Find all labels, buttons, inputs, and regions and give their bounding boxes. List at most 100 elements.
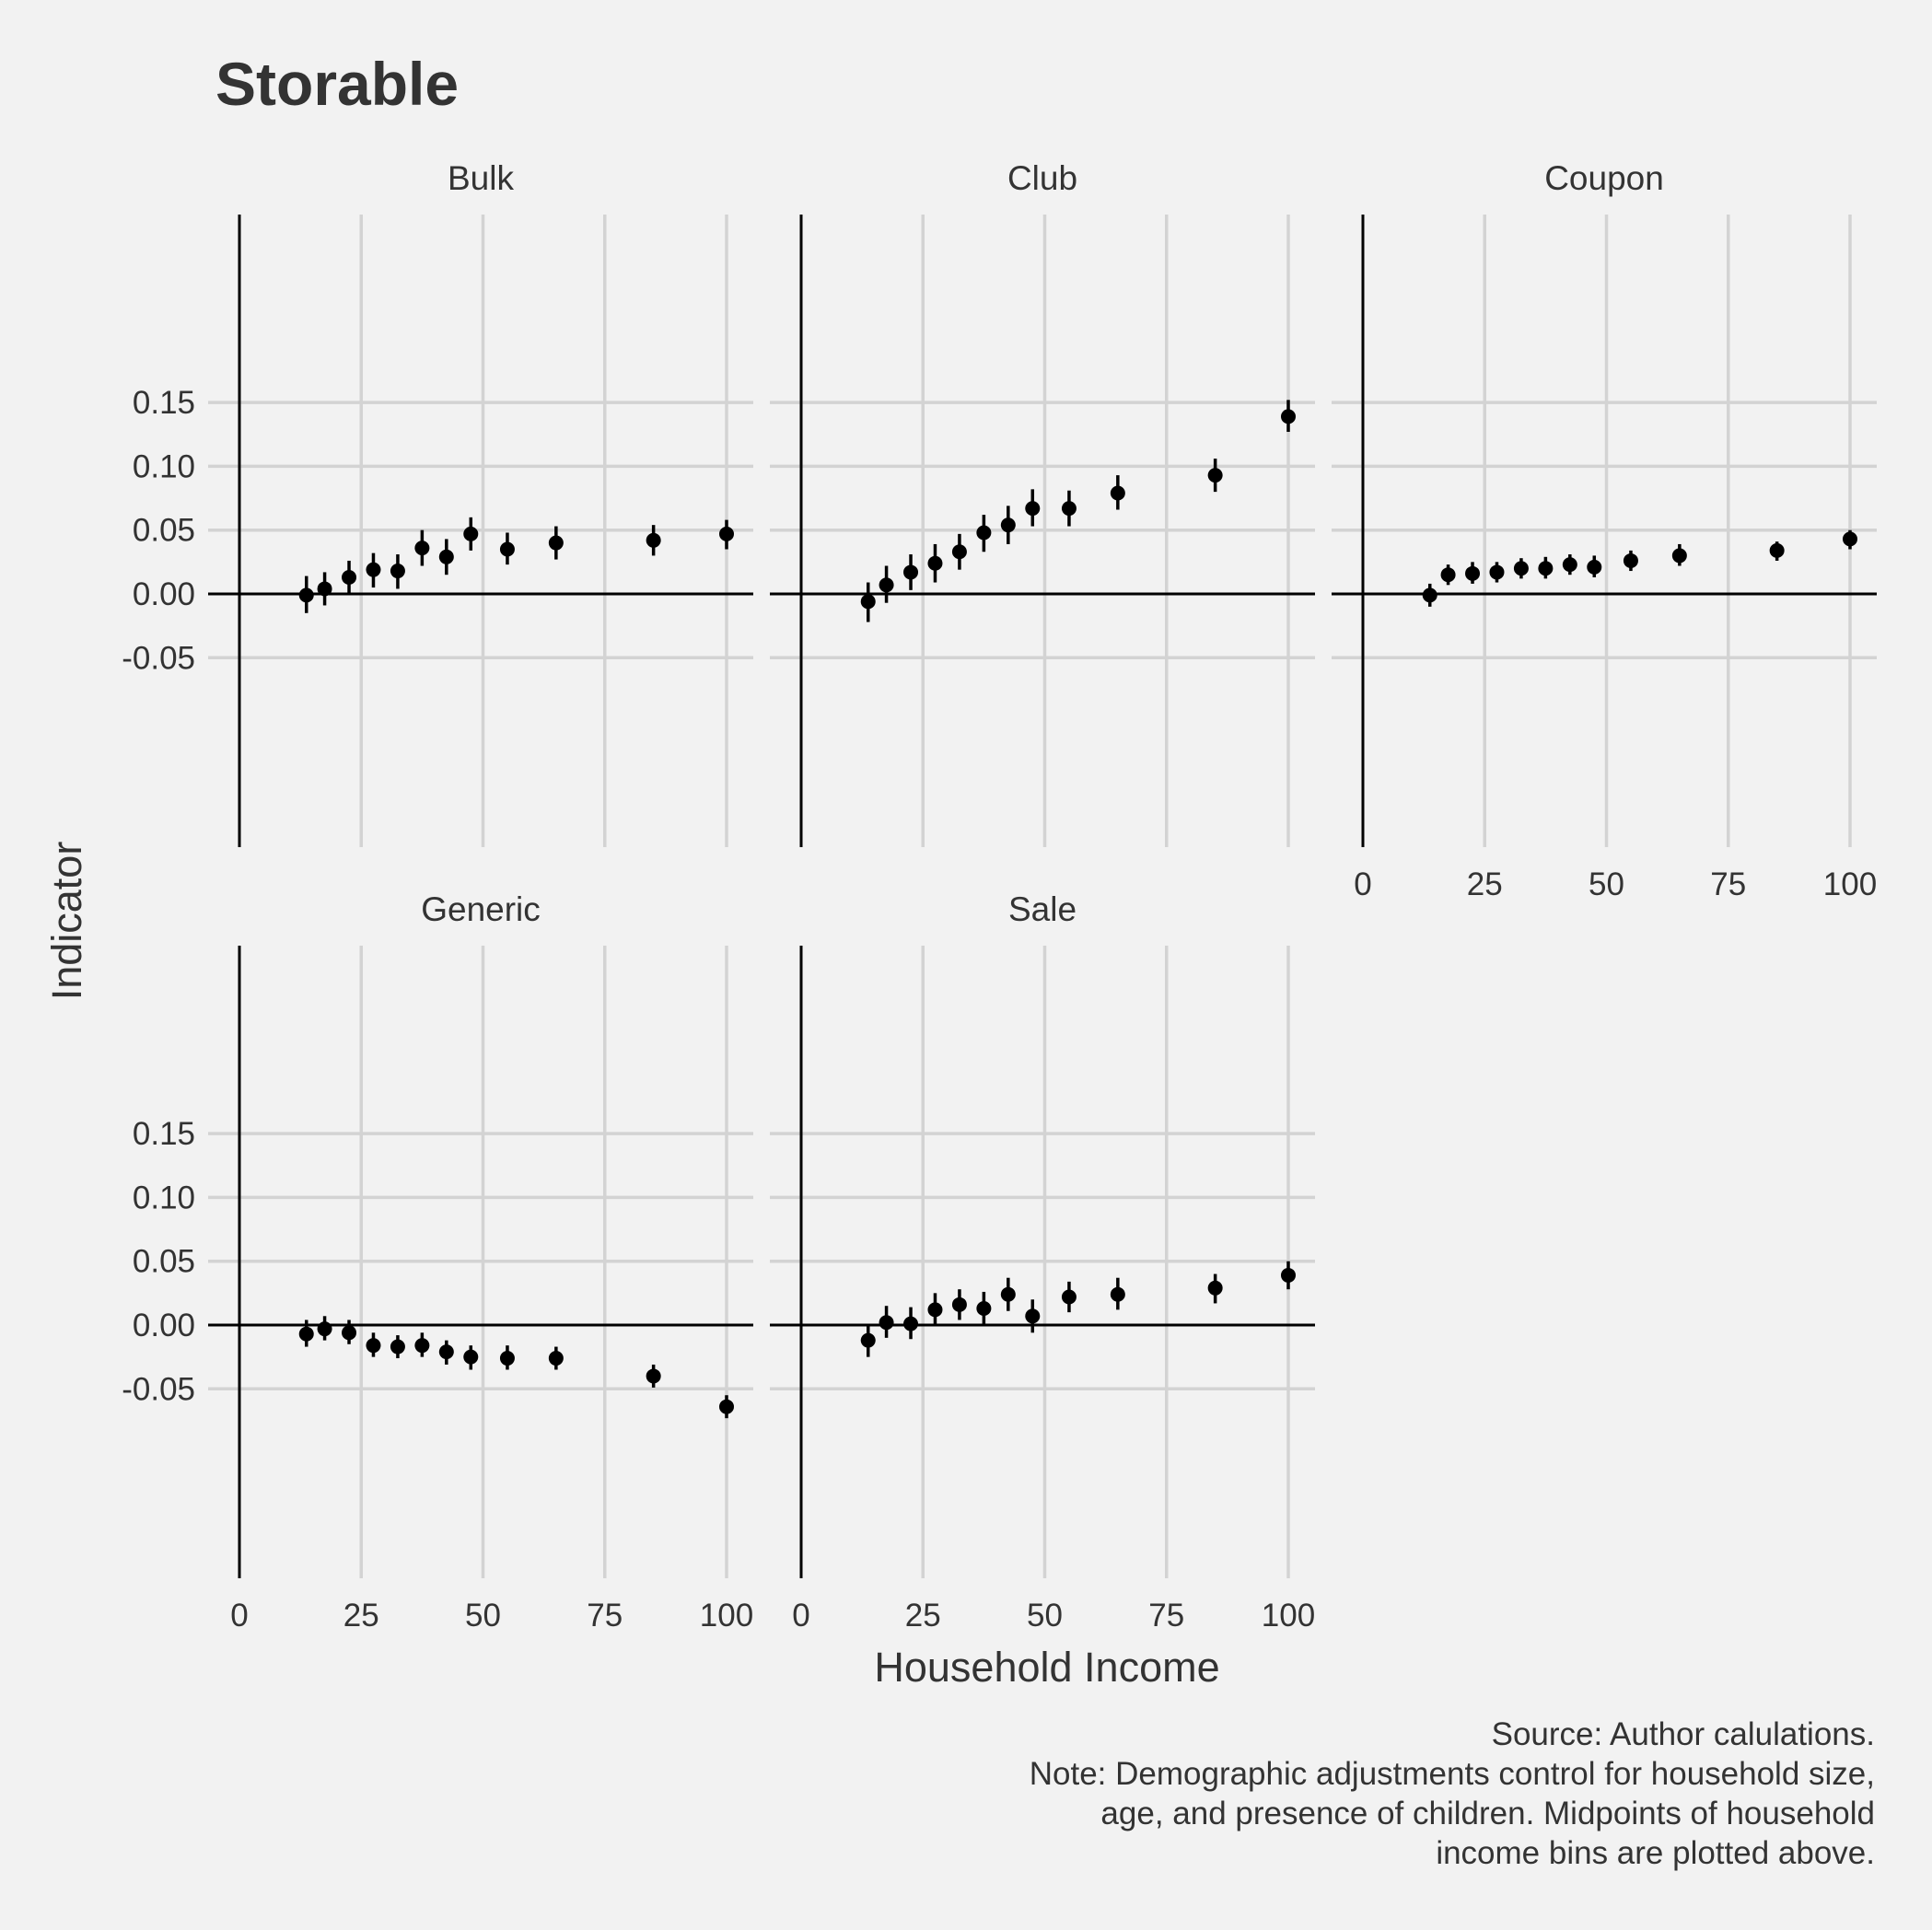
- data-point: [646, 1368, 661, 1384]
- data-point: [1465, 565, 1481, 581]
- data-point: [976, 1300, 992, 1316]
- facet-panel-bulk: Bulk 0.15 0.10 0.05 0.00 -0.05: [122, 159, 753, 847]
- facet-label: Club: [1007, 159, 1077, 197]
- y-tick-label: 0.15: [133, 385, 195, 421]
- y-tick-label: 0.05: [133, 513, 195, 549]
- data-point: [1513, 561, 1529, 576]
- y-axis-title: Indicator: [43, 842, 90, 1001]
- data-point: [463, 1349, 479, 1365]
- data-point: [927, 1302, 943, 1318]
- y-tick-label: -0.05: [122, 1371, 195, 1407]
- caption-line: age, and presence of children. Midpoints…: [1100, 1796, 1875, 1831]
- y-tick-label: 0.10: [133, 448, 195, 484]
- caption: Source: Author calulations. Note: Demogra…: [1030, 1716, 1875, 1871]
- data-point: [499, 541, 515, 557]
- data-point: [390, 564, 405, 579]
- chart-title: Storable: [215, 50, 459, 118]
- x-tick-label: 100: [1262, 1598, 1315, 1634]
- data-point: [927, 555, 943, 571]
- data-point: [438, 549, 454, 564]
- data-point: [1000, 1286, 1016, 1302]
- data-point: [1061, 1289, 1077, 1305]
- data-point: [1025, 1308, 1041, 1324]
- data-point: [1587, 559, 1602, 575]
- y-tick-label: 0.15: [133, 1116, 195, 1152]
- data-point: [342, 1325, 357, 1341]
- x-tick-label: 0: [1354, 866, 1371, 902]
- data-point: [1110, 1286, 1125, 1302]
- x-tick-label: 100: [700, 1598, 753, 1634]
- data-point: [719, 1399, 734, 1414]
- data-point: [548, 1351, 564, 1366]
- data-point: [1769, 542, 1785, 558]
- x-tick-label: 50: [1589, 866, 1624, 902]
- x-tick-label: 100: [1823, 866, 1877, 902]
- x-axis-title: Household Income: [874, 1644, 1219, 1691]
- facet-panel-sale: Sale 0 25 50 75 100: [770, 890, 1315, 1634]
- data-point: [1207, 1280, 1223, 1296]
- caption-line: income bins are plotted above.: [1436, 1835, 1875, 1871]
- x-tick-label: 25: [1467, 866, 1503, 902]
- y-tick-label: 0.00: [133, 576, 195, 612]
- data-point: [1000, 517, 1016, 533]
- data-point: [414, 1338, 430, 1354]
- x-tick-label: 0: [792, 1598, 809, 1634]
- data-point: [1843, 531, 1857, 547]
- data-point: [317, 1321, 332, 1337]
- x-tick-label: 25: [905, 1598, 941, 1634]
- data-point: [366, 562, 381, 577]
- data-point: [438, 1344, 454, 1360]
- data-point: [879, 1315, 894, 1331]
- data-point: [390, 1339, 405, 1354]
- y-tick-label: -0.05: [122, 640, 195, 676]
- data-point: [903, 564, 919, 580]
- x-tick-label: 25: [343, 1598, 379, 1634]
- x-tick-label: 0: [230, 1598, 248, 1634]
- data-point: [903, 1316, 919, 1331]
- data-point: [1489, 564, 1505, 580]
- x-tick-label: 50: [1027, 1598, 1063, 1634]
- data-point: [298, 1326, 314, 1342]
- data-point: [463, 526, 479, 541]
- data-point: [860, 594, 876, 610]
- facet-label: Generic: [421, 890, 541, 928]
- data-point: [951, 1296, 967, 1312]
- facet-panel-club: Club: [770, 159, 1315, 847]
- caption-line: Source: Author calulations.: [1492, 1716, 1875, 1752]
- data-point: [1110, 485, 1125, 501]
- data-point: [719, 526, 734, 541]
- facet-panel-coupon: Coupon 0 25 50 75 100: [1332, 159, 1877, 902]
- data-point: [1440, 567, 1456, 583]
- data-point: [298, 587, 314, 603]
- data-point: [1538, 561, 1554, 576]
- data-point: [951, 544, 967, 560]
- data-point: [1025, 501, 1041, 517]
- data-point: [366, 1338, 381, 1354]
- data-point: [414, 541, 430, 556]
- facet-panel-generic: Generic 0.15 0.10 0.05 0.00 -0.05 0 25 50 75 100: [122, 890, 753, 1634]
- data-point: [499, 1351, 515, 1366]
- data-point: [879, 577, 894, 593]
- data-point: [1671, 548, 1687, 564]
- data-point: [1422, 587, 1437, 603]
- data-point: [976, 525, 992, 541]
- x-tick-label: 50: [465, 1598, 501, 1634]
- data-point: [1623, 552, 1638, 568]
- facet-label: Coupon: [1544, 159, 1664, 197]
- facet-label: Bulk: [448, 159, 514, 197]
- x-tick-label: 75: [587, 1598, 623, 1634]
- data-point: [317, 581, 332, 597]
- y-tick-label: 0.10: [133, 1180, 195, 1215]
- data-point: [1207, 468, 1223, 483]
- data-point: [1281, 409, 1296, 424]
- data-point: [646, 532, 661, 548]
- x-tick-label: 75: [1710, 866, 1746, 902]
- facet-panels: Bulk 0.15 0.10 0.05 0.00 -0.05 Club Coupon 0 25 50…: [122, 159, 1877, 1634]
- data-point: [860, 1332, 876, 1348]
- x-tick-label: 75: [1148, 1598, 1184, 1634]
- data-point: [1562, 557, 1577, 573]
- caption-line: Note: Demographic adjustments control fo…: [1030, 1756, 1875, 1792]
- facet-label: Sale: [1008, 890, 1077, 928]
- y-tick-label: 0.05: [133, 1244, 195, 1280]
